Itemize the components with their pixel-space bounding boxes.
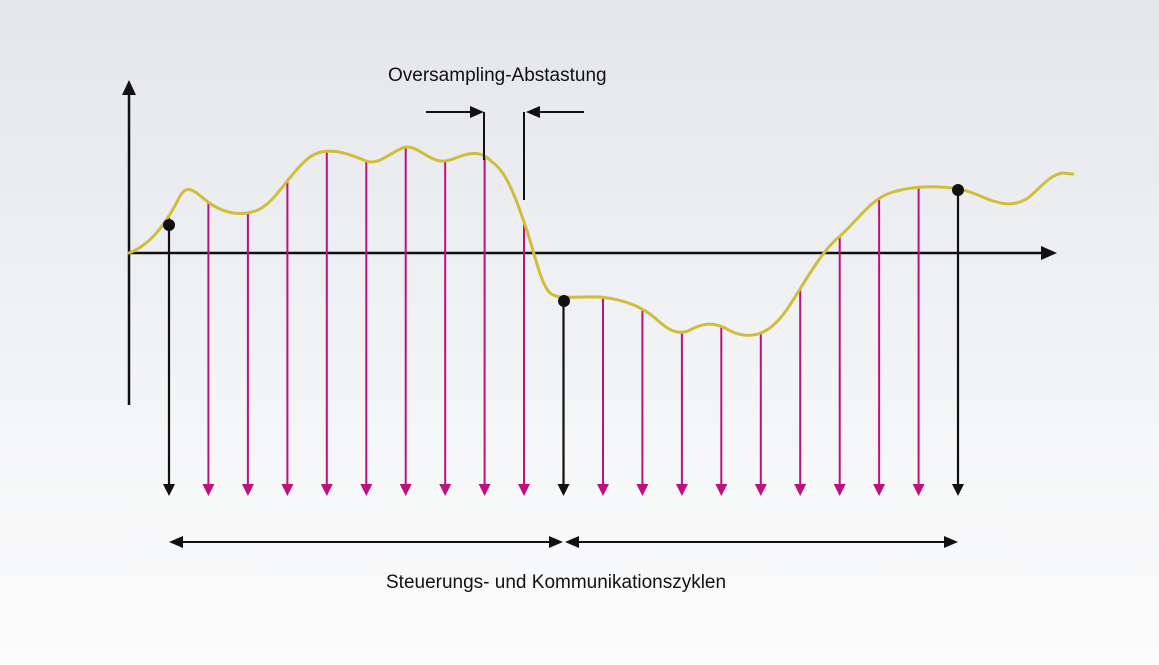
- oversample-arrowhead: [715, 484, 728, 496]
- oversample-arrowhead: [202, 484, 215, 496]
- oversample-arrowhead: [597, 484, 609, 496]
- cycle-sample-points: [163, 184, 964, 307]
- oversample-arrowhead: [439, 484, 452, 496]
- sample-arrows: [163, 147, 964, 496]
- cycle-span-2-right-head: [944, 536, 958, 548]
- oversample-arrowhead: [636, 484, 649, 496]
- oversample-arrowhead: [320, 484, 333, 496]
- oversample-arrowhead: [241, 484, 254, 496]
- signal-curve: [127, 145, 1075, 337]
- oversample-arrowhead: [794, 484, 807, 496]
- cycle-sample-arrowhead: [163, 484, 175, 496]
- oversample-arrowhead: [675, 484, 688, 496]
- interval-left-arrowhead: [470, 106, 484, 118]
- oversample-arrowhead: [912, 484, 925, 496]
- cycle-span-arrows: [169, 536, 958, 548]
- cycle-sample-point: [163, 219, 175, 231]
- oversample-arrowhead: [518, 484, 530, 496]
- x-axis-arrowhead: [1041, 246, 1057, 260]
- oversample-arrowhead: [873, 484, 886, 496]
- oversample-arrowhead: [478, 484, 491, 496]
- cycle-span-1-left-head: [169, 536, 183, 548]
- oversample-arrowhead: [754, 484, 767, 496]
- oversample-arrowhead: [833, 484, 846, 496]
- cycle-sample-arrowhead: [952, 484, 964, 496]
- axes: [122, 80, 1057, 405]
- oversampling-label: Oversampling-Abstastung: [388, 65, 607, 86]
- interval-right-arrowhead: [526, 106, 540, 118]
- oversampling-interval-marker: [426, 106, 584, 200]
- oversample-arrowhead: [399, 484, 412, 496]
- cycle-sample-point: [558, 295, 570, 307]
- cycle-sample-point: [952, 184, 964, 196]
- oversample-arrowhead: [281, 484, 294, 496]
- cycle-sample-arrowhead: [557, 484, 570, 496]
- cycles-label: Steuerungs- und Kommunikationszyklen: [386, 572, 727, 593]
- cycle-span-1-right-head: [549, 536, 563, 548]
- cycle-span-2-left-head: [565, 536, 579, 548]
- y-axis-arrowhead: [122, 80, 136, 95]
- oversample-arrowhead: [360, 484, 373, 496]
